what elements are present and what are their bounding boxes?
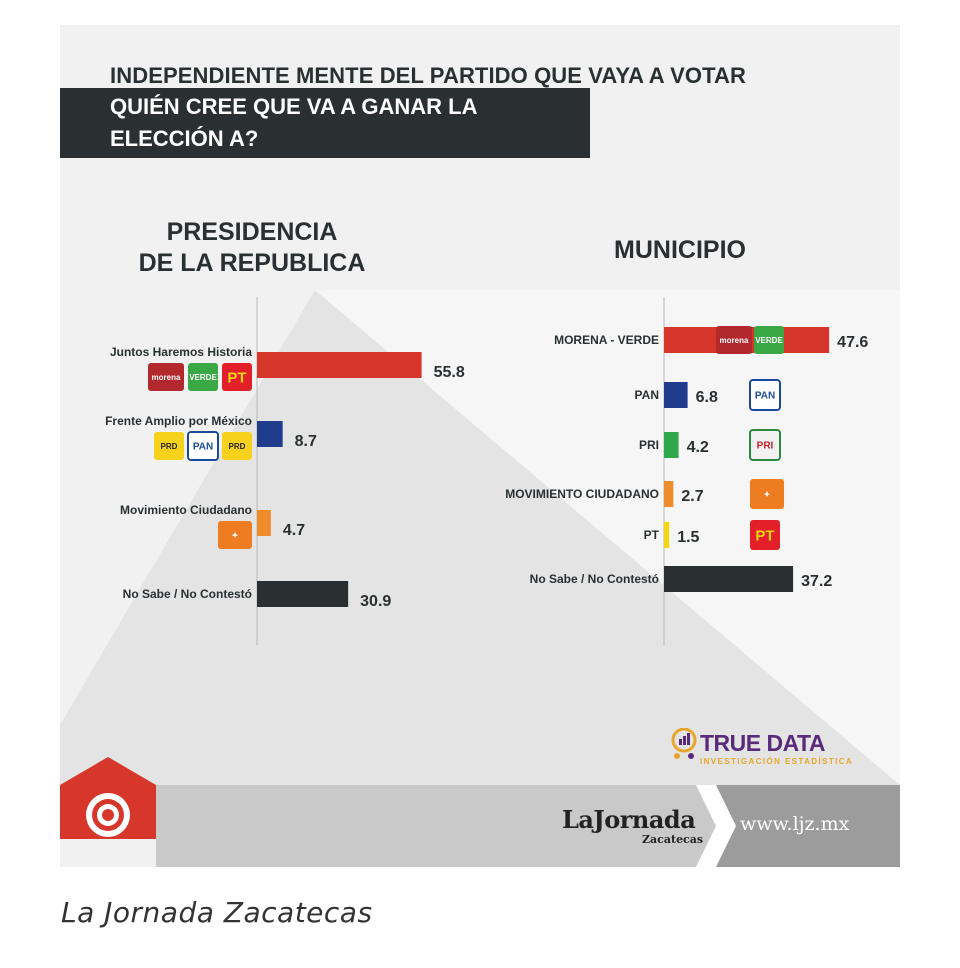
category-label: PRI: [639, 438, 659, 452]
footer-bar-light: [156, 785, 716, 867]
svg-text:PRI: PRI: [757, 441, 774, 452]
question-line-2-3: QUIÉN CREE QUE VA A GANAR LA ELECCIÓN A?: [110, 91, 478, 155]
bar: [664, 566, 794, 592]
municipio-row: No Sabe / No Contestó 37.2: [530, 566, 832, 592]
bar: [664, 522, 670, 548]
presidencia-row: Frente Amplio por México 8.7 PRD PAN PRD: [105, 414, 317, 461]
svg-text:morena: morena: [720, 336, 749, 345]
footer-chevron: [696, 785, 736, 867]
svg-text:✦: ✦: [232, 531, 239, 540]
question-line-3: ELECCIÓN A?: [110, 126, 259, 151]
bar: [257, 510, 271, 536]
value-label: 4.2: [687, 439, 709, 456]
sun-logo: [60, 757, 156, 839]
value-label: 47.6: [837, 334, 868, 351]
municipio-row: MOVIMIENTO CIUDADANO 2.7 ✦: [505, 479, 784, 509]
section-title-presidencia-line1: PRESIDENCIA: [166, 218, 338, 246]
category-label: MORENA - VERDE: [554, 333, 659, 347]
question-box: [60, 88, 590, 158]
truedata-name: TRUE DATA: [700, 730, 825, 756]
svg-text:VERDE: VERDE: [189, 373, 217, 382]
category-label: Frente Amplio por México: [105, 414, 252, 428]
svg-text:✦: ✦: [764, 490, 771, 499]
municipio-row: PRI 4.2 PRI: [639, 429, 781, 461]
presidencia-row: Juntos Haremos Historia 55.8 morena VERDE PT: [110, 345, 465, 391]
category-label: PAN: [635, 388, 659, 402]
category-label: No Sabe / No Contestó: [123, 587, 252, 601]
category-label: No Sabe / No Contestó: [530, 572, 659, 586]
value-label: 2.7: [681, 488, 703, 505]
bar: [664, 481, 674, 507]
bar-charts: Juntos Haremos Historia 55.8 morena VERDE PT…: [105, 297, 868, 645]
value-label: 8.7: [295, 433, 317, 450]
brand-subtitle: Zacatecas: [642, 833, 704, 846]
question-line-2: QUIÉN CREE QUE VA A GANAR LA: [110, 94, 478, 119]
bar: [664, 432, 679, 458]
lajornada-logo: LaJornada Zacatecas: [562, 805, 703, 846]
value-label: 37.2: [801, 573, 832, 590]
logo-prd-icon: PRD: [154, 432, 184, 460]
logo-prd-icon: PRD: [222, 432, 252, 460]
svg-text:PAN: PAN: [193, 442, 213, 453]
logo-pt-icon: PT: [222, 363, 252, 391]
website-link[interactable]: www.ljz.mx: [740, 813, 850, 835]
brand-name: LaJornada: [562, 805, 696, 834]
logo-pt-icon: PT: [750, 520, 780, 550]
svg-text:PT: PT: [227, 369, 246, 386]
svg-text:PT: PT: [755, 527, 774, 544]
logo-morena-icon: morena: [148, 363, 184, 391]
bar: [257, 352, 422, 378]
value-label: 30.9: [360, 593, 391, 610]
municipio-row: PT 1.5 PT: [644, 520, 780, 550]
background-diagonal: [60, 290, 900, 785]
value-label: 6.8: [696, 389, 718, 406]
value-label: 55.8: [434, 364, 465, 381]
logo-pri-icon: PRI: [749, 429, 781, 461]
municipio-row: PAN 6.8 PAN: [635, 379, 781, 411]
logo-pan-icon: PAN: [187, 431, 219, 461]
svg-text:PAN: PAN: [755, 391, 775, 402]
municipio-row: MORENA - VERDE 47.6 morena VERDE: [554, 326, 868, 354]
truedata-subtitle: INVESTIGACIÓN ESTADÍSTICA: [700, 757, 854, 766]
section-title-presidencia-line2: DE LA REPUBLICA: [138, 249, 366, 277]
logo-verde-icon: VERDE: [754, 326, 784, 354]
footer: LaJornada Zacatecas www.ljz.mx: [60, 757, 900, 867]
category-label: PT: [644, 528, 660, 542]
value-label: 1.5: [677, 529, 699, 546]
value-label: 4.7: [283, 522, 305, 539]
presidencia-row: Movimiento Ciudadano 4.7 ✦: [120, 503, 305, 549]
svg-text:VERDE: VERDE: [755, 336, 783, 345]
presidencia-row: No Sabe / No Contestó 30.9: [123, 581, 391, 610]
section-title-municipio: MUNICIPIO: [614, 236, 746, 264]
bar: [257, 581, 349, 607]
section-title-presidencia: PRESIDENCIA DE LA REPUBLICA: [122, 217, 382, 279]
caption: La Jornada Zacatecas: [61, 896, 373, 929]
logo-verde-icon: VERDE: [188, 363, 218, 391]
category-label: MOVIMIENTO CIUDADANO: [505, 487, 659, 501]
logo-morena-icon: morena: [716, 326, 752, 354]
svg-text:PRD: PRD: [229, 442, 246, 451]
truedata-icon: [671, 728, 697, 759]
svg-text:PRD: PRD: [161, 442, 178, 451]
logo-pan-icon: PAN: [749, 379, 781, 411]
logo-mc-icon: ✦: [750, 479, 784, 509]
infographic-card: INDEPENDIENTE MENTE DEL PARTIDO QUE VAYA…: [60, 25, 900, 867]
bar: [257, 421, 283, 447]
question-line-1: INDEPENDIENTE MENTE DEL PARTIDO QUE VAYA…: [110, 63, 746, 88]
category-label: Juntos Haremos Historia: [110, 345, 252, 359]
bar: [664, 382, 688, 408]
logo-mc-icon: ✦: [218, 521, 252, 549]
category-label: Movimiento Ciudadano: [120, 503, 252, 517]
svg-text:morena: morena: [152, 373, 181, 382]
